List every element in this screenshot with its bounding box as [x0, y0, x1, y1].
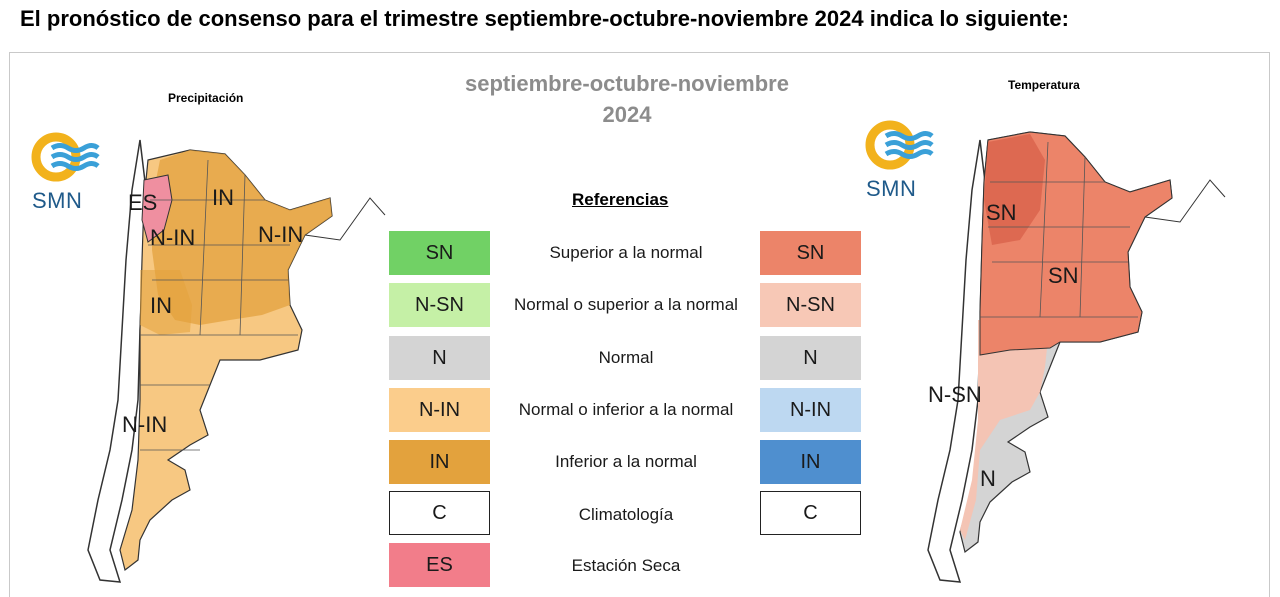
legend-desc-sn: Superior a la normal	[549, 243, 703, 262]
period-title-line-1: septiembre-octubre-noviembre	[465, 71, 789, 96]
precip-map: ES IN N-IN N-IN IN N-IN	[87, 139, 386, 583]
temp-region-sn-strong	[984, 134, 1045, 245]
precip-label-in-center: IN	[150, 293, 172, 318]
legend-left-n-in: N-IN	[389, 388, 490, 432]
precip-label-es: ES	[128, 190, 157, 215]
period-title-line-2: 2024	[602, 102, 652, 127]
temp-map: SN SN N-SN N	[927, 131, 1226, 583]
coast-line-east	[304, 197, 386, 241]
legend-left-sn: SN	[389, 231, 490, 275]
smn-logo-temp	[864, 118, 934, 179]
temp-region-n-sn	[960, 320, 1050, 540]
temp-panel-title: Temperatura	[1008, 78, 1080, 92]
legend-desc-n: Normal	[598, 348, 654, 367]
legend-right-c: C	[760, 491, 861, 535]
page-headline: El pronóstico de consenso para el trimes…	[20, 6, 1069, 31]
temp-label-sn-nw: SN	[986, 200, 1017, 225]
precip-region-in-center	[140, 270, 192, 335]
legend-left-n: N	[389, 336, 490, 380]
legend-left-in: IN	[389, 440, 490, 484]
smn-logo-text-temp: SMN	[866, 176, 917, 201]
legend-desc-n-sn: Normal o superior a la normal	[514, 295, 738, 314]
legend-right-sn: SN	[760, 231, 861, 275]
temp-label-n: N	[980, 466, 996, 491]
precip-label-in-north: IN	[212, 185, 234, 210]
legend-left-n-sn: N-SN	[389, 283, 490, 327]
legend-right-n: N	[760, 336, 861, 380]
temp-label-n-sn: N-SN	[928, 382, 982, 407]
temp-province-borders	[980, 141, 1138, 318]
precip-panel-title: Precipitación	[168, 91, 244, 105]
figure-frame	[9, 52, 1270, 597]
legend-desc-c: Climatología	[578, 505, 674, 524]
legend-left-c: C	[389, 491, 490, 535]
smn-logo-precip	[30, 130, 100, 191]
precip-label-n-in-ne: N-IN	[258, 222, 303, 247]
legend-right-in: IN	[760, 440, 861, 484]
smn-logo-text-precip: SMN	[32, 188, 83, 213]
legend-desc-es: Estación Seca	[571, 556, 681, 575]
precip-label-n-in-nw: N-IN	[150, 225, 195, 250]
legend-desc-n-in: Normal o inferior a la normal	[518, 400, 734, 419]
legend-right-n-in: N-IN	[760, 388, 861, 432]
temp-label-sn-center: SN	[1048, 263, 1079, 288]
precip-region-in-north	[152, 150, 332, 325]
precip-label-n-in-south: N-IN	[122, 412, 167, 437]
legend-right-n-sn: N-SN	[760, 283, 861, 327]
legend-left-es: ES	[389, 543, 490, 587]
precip-province-borders	[140, 159, 298, 451]
precip-region-es	[141, 174, 173, 243]
references-title: Referencias	[572, 190, 669, 209]
period-title: septiembre-octubre-noviembre 2024	[420, 68, 834, 130]
coast-line-east-temp	[1144, 179, 1226, 223]
legend-desc-in: Inferior a la normal	[555, 452, 697, 471]
